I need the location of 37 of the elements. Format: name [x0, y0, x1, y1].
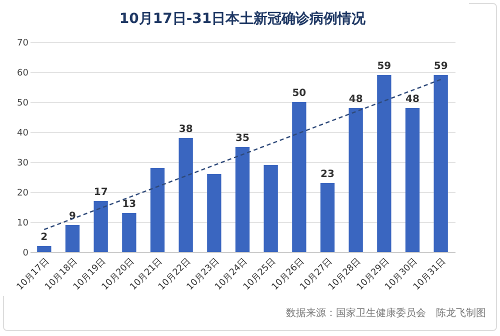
- bar: [94, 201, 108, 252]
- bar: [207, 174, 222, 252]
- bar: [150, 168, 165, 252]
- source-note: 数据来源：国家卫生健康委员会: [286, 308, 426, 319]
- bar: [122, 213, 136, 252]
- chart-title: 10月17日-31日本土新冠确诊病例情况: [119, 10, 367, 27]
- y-tick-label: 0: [22, 248, 29, 258]
- data-label: 17: [94, 187, 108, 198]
- bar: [178, 138, 193, 252]
- data-label: 35: [236, 133, 250, 144]
- y-tick-label: 10: [17, 218, 29, 228]
- data-label: 50: [292, 88, 306, 99]
- bar: [320, 183, 335, 252]
- bar: [377, 75, 392, 252]
- bar: [235, 147, 250, 252]
- data-label: 48: [348, 94, 363, 105]
- bar: [292, 102, 306, 252]
- text: 陈龙飞制图: [436, 308, 486, 319]
- data-label: 2: [40, 232, 48, 243]
- bar: [348, 108, 363, 252]
- data-label: 38: [178, 124, 193, 135]
- bar: [264, 165, 278, 252]
- data-label: 48: [406, 94, 420, 105]
- y-tick-label: 30: [17, 158, 29, 168]
- data-label: 13: [122, 199, 136, 210]
- bar: [434, 75, 448, 252]
- data-label: 59: [377, 61, 392, 72]
- y-tick-label: 60: [17, 68, 29, 78]
- bar: [405, 108, 420, 252]
- y-tick-label: 70: [17, 38, 29, 48]
- bar: [37, 246, 52, 252]
- y-tick-label: 20: [17, 188, 29, 198]
- y-tick-label: 50: [17, 98, 29, 108]
- bar: [65, 225, 80, 252]
- y-tick-label: 40: [17, 128, 29, 138]
- data-label: 59: [434, 61, 448, 72]
- data-label: 23: [320, 169, 334, 180]
